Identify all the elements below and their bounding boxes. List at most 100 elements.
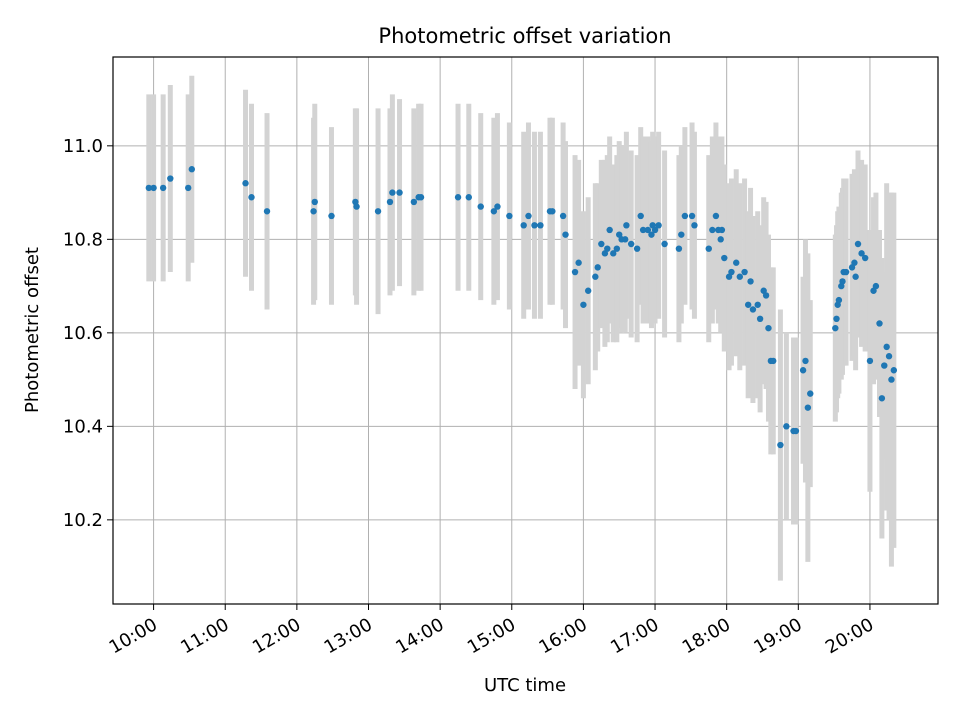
plot-area-frame — [112, 56, 939, 605]
data-point — [621, 236, 629, 243]
x-axis-label: UTC time — [484, 675, 566, 696]
x-tick-label: 18:00 — [679, 614, 734, 658]
data-point — [627, 240, 635, 248]
data-point — [804, 404, 812, 411]
data-point — [465, 194, 472, 201]
data-point — [185, 184, 192, 192]
y-tick-label: 10.2 — [63, 510, 103, 531]
data-point — [678, 231, 685, 238]
data-point — [736, 273, 744, 280]
data-point — [633, 245, 641, 252]
data-point — [580, 301, 587, 308]
data-point — [594, 264, 601, 271]
x-tick-label: 16:00 — [535, 614, 590, 658]
data-point — [592, 273, 599, 280]
data-point — [728, 268, 735, 276]
data-point — [777, 441, 784, 449]
data-point — [807, 390, 814, 397]
data-point — [145, 184, 153, 192]
data-point — [613, 245, 621, 252]
data-point — [386, 198, 394, 206]
data-point — [802, 357, 809, 365]
data-point — [718, 226, 726, 234]
chart-title: Photometric offset variation — [378, 24, 671, 48]
data-point — [858, 250, 865, 257]
data-point — [598, 240, 605, 248]
data-point — [765, 324, 772, 332]
data-point — [410, 198, 418, 206]
data-point — [754, 301, 761, 308]
data-point — [688, 212, 696, 220]
data-point — [833, 315, 840, 323]
data-point — [559, 212, 567, 220]
data-point — [712, 212, 720, 220]
data-point — [747, 278, 754, 285]
data-point — [888, 376, 895, 383]
x-axis-ticks: 10:00 11:00 12:00 13:00 14:00 15:00 16:00 17:00… — [106, 604, 877, 658]
data-point — [549, 208, 556, 215]
data-point — [721, 254, 728, 262]
x-tick-label: 12:00 — [249, 614, 304, 658]
x-tick-label: 19:00 — [750, 614, 805, 658]
data-point — [749, 306, 757, 313]
data-point — [531, 222, 538, 229]
data-point — [248, 194, 255, 201]
data-point — [490, 208, 498, 215]
data-point — [311, 198, 318, 206]
data-point — [604, 245, 611, 252]
data-point — [506, 212, 513, 220]
data-point — [610, 250, 617, 257]
data-point — [648, 231, 655, 238]
data-point — [756, 315, 764, 323]
data-point — [454, 194, 462, 201]
data-point — [832, 324, 839, 332]
data-point — [520, 222, 527, 229]
data-point — [770, 357, 777, 365]
data-point — [717, 236, 724, 243]
data-point — [799, 367, 807, 374]
data-point — [328, 212, 335, 220]
data-point — [851, 259, 858, 266]
data-point — [477, 203, 484, 210]
data-point — [396, 189, 403, 196]
data-point — [159, 184, 167, 192]
data-point — [661, 240, 668, 248]
data-point — [263, 208, 271, 215]
data-point — [494, 203, 501, 210]
data-point — [744, 301, 752, 308]
data-point — [733, 259, 740, 266]
data-point — [651, 226, 659, 234]
data-point — [762, 292, 770, 299]
data-point — [691, 222, 698, 229]
data-point — [310, 208, 317, 215]
y-axis-ticks: 10.2 10.4 10.6 10.8 11.0 — [63, 136, 113, 531]
data-points — [145, 166, 898, 449]
x-tick-label: 10:00 — [106, 614, 161, 658]
y-tick-label: 10.6 — [63, 323, 103, 344]
data-point — [374, 208, 382, 215]
data-point — [637, 212, 644, 220]
data-point — [562, 231, 569, 238]
data-point — [709, 226, 716, 234]
data-point — [353, 203, 360, 210]
data-point — [575, 259, 582, 266]
data-point — [675, 245, 683, 252]
data-point — [792, 427, 800, 435]
data-point — [606, 226, 613, 234]
x-tick-label: 11:00 — [177, 614, 232, 658]
x-tick-label: 20:00 — [822, 614, 877, 658]
data-point — [639, 226, 647, 234]
x-tick-label: 15:00 — [464, 614, 519, 658]
data-point — [839, 278, 846, 285]
data-point — [655, 222, 662, 229]
data-point — [417, 194, 425, 201]
data-point — [242, 180, 249, 187]
data-point — [876, 320, 883, 327]
data-point — [852, 273, 859, 280]
error-bars — [146, 75, 897, 581]
data-point — [741, 268, 748, 276]
data-point — [885, 353, 893, 360]
data-point — [854, 240, 862, 248]
data-point — [872, 282, 880, 290]
data-point — [835, 296, 843, 304]
